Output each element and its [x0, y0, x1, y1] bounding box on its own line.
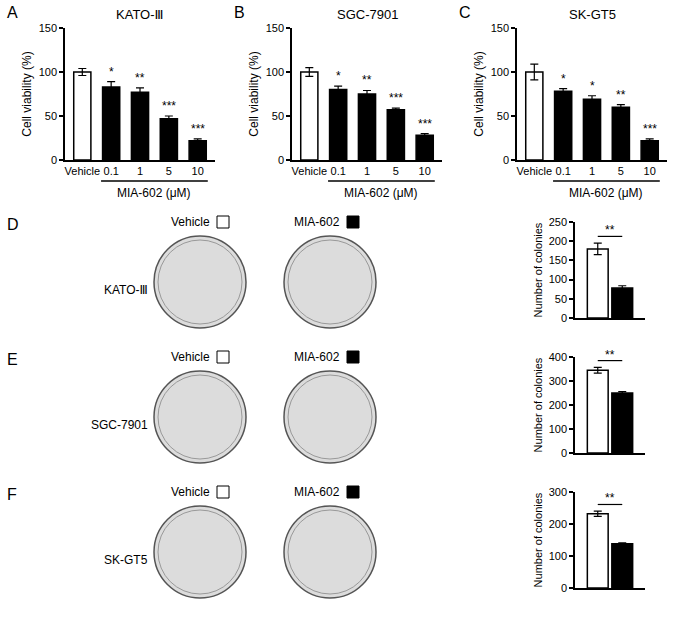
svg-text:SK-GT5: SK-GT5 — [104, 553, 148, 567]
svg-text:200: 200 — [549, 399, 567, 411]
svg-text:***: *** — [643, 122, 657, 136]
svg-text:**: ** — [616, 88, 626, 102]
svg-text:100: 100 — [39, 66, 57, 78]
svg-text:Vehicle: Vehicle — [65, 165, 100, 177]
svg-text:*: * — [561, 72, 566, 86]
svg-text:MIA-602: MIA-602 — [294, 350, 340, 364]
svg-text:*: * — [109, 65, 114, 79]
svg-text:***: *** — [162, 99, 176, 113]
svg-text:F: F — [7, 486, 17, 503]
svg-text:300: 300 — [549, 486, 567, 498]
svg-text:Vehicle: Vehicle — [171, 485, 210, 499]
svg-text:Number of colonies: Number of colonies — [532, 222, 544, 317]
svg-text:50: 50 — [555, 293, 567, 305]
svg-text:100: 100 — [549, 550, 567, 562]
svg-text:***: *** — [191, 122, 205, 136]
svg-text:100: 100 — [491, 66, 509, 78]
svg-text:0: 0 — [278, 154, 284, 166]
svg-text:D: D — [7, 216, 19, 233]
svg-text:300: 300 — [549, 375, 567, 387]
svg-text:Cell viability (%): Cell viability (%) — [247, 51, 261, 136]
svg-text:MIA-602: MIA-602 — [294, 215, 340, 229]
svg-text:0: 0 — [561, 582, 567, 594]
svg-text:10: 10 — [419, 165, 431, 177]
svg-text:1: 1 — [364, 165, 370, 177]
svg-text:SGC-7901: SGC-7901 — [337, 7, 398, 22]
svg-text:Number of colonies: Number of colonies — [532, 357, 544, 452]
svg-text:50: 50 — [45, 110, 57, 122]
svg-text:B: B — [234, 4, 245, 21]
svg-text:KATO-Ⅲ: KATO-Ⅲ — [116, 7, 164, 22]
svg-text:150: 150 — [39, 22, 57, 34]
svg-text:MIA-602 (μM): MIA-602 (μM) — [117, 186, 191, 200]
svg-text:Number of colonies: Number of colonies — [532, 492, 544, 587]
svg-text:0.1: 0.1 — [331, 165, 346, 177]
svg-text:0.1: 0.1 — [104, 165, 119, 177]
svg-text:400: 400 — [549, 351, 567, 363]
svg-text:1: 1 — [589, 165, 595, 177]
svg-text:200: 200 — [549, 235, 567, 247]
svg-text:5: 5 — [393, 165, 399, 177]
svg-text:A: A — [7, 4, 18, 21]
svg-text:5: 5 — [618, 165, 624, 177]
svg-text:**: ** — [605, 491, 615, 505]
svg-text:100: 100 — [266, 66, 284, 78]
svg-text:*: * — [590, 79, 595, 93]
svg-text:250: 250 — [549, 216, 567, 228]
svg-text:5: 5 — [166, 165, 172, 177]
svg-text:0: 0 — [561, 447, 567, 459]
svg-text:MIA-602: MIA-602 — [294, 485, 340, 499]
svg-text:Vehicle: Vehicle — [171, 350, 210, 364]
svg-text:**: ** — [605, 348, 615, 362]
svg-text:Vehicle: Vehicle — [292, 165, 327, 177]
svg-text:100: 100 — [549, 273, 567, 285]
svg-text:Cell viability (%): Cell viability (%) — [472, 51, 486, 136]
svg-text:KATO-Ⅲ: KATO-Ⅲ — [104, 283, 148, 297]
svg-text:150: 150 — [491, 22, 509, 34]
svg-text:C: C — [459, 4, 471, 21]
svg-text:MIA-602 (μM): MIA-602 (μM) — [569, 186, 643, 200]
svg-text:**: ** — [605, 223, 615, 237]
svg-text:Cell viability (%): Cell viability (%) — [20, 51, 34, 136]
svg-text:10: 10 — [644, 165, 656, 177]
svg-text:*: * — [336, 69, 341, 83]
svg-text:E: E — [7, 351, 18, 368]
svg-text:200: 200 — [549, 518, 567, 530]
svg-text:0: 0 — [51, 154, 57, 166]
svg-text:150: 150 — [266, 22, 284, 34]
svg-text:150: 150 — [549, 254, 567, 266]
svg-text:SK-GT5: SK-GT5 — [569, 7, 616, 22]
svg-text:***: *** — [389, 91, 403, 105]
svg-text:50: 50 — [272, 110, 284, 122]
svg-text:0: 0 — [561, 312, 567, 324]
svg-text:***: *** — [418, 117, 432, 131]
svg-text:0.1: 0.1 — [556, 165, 571, 177]
svg-text:SGC-7901: SGC-7901 — [91, 418, 148, 432]
svg-text:1: 1 — [137, 165, 143, 177]
svg-text:100: 100 — [549, 423, 567, 435]
svg-text:**: ** — [135, 71, 145, 85]
svg-text:0: 0 — [503, 154, 509, 166]
svg-text:MIA-602 (μM): MIA-602 (μM) — [344, 186, 418, 200]
svg-text:50: 50 — [497, 110, 509, 122]
svg-text:Vehicle: Vehicle — [517, 165, 552, 177]
svg-text:Vehicle: Vehicle — [171, 215, 210, 229]
svg-text:**: ** — [362, 73, 372, 87]
svg-text:10: 10 — [192, 165, 204, 177]
